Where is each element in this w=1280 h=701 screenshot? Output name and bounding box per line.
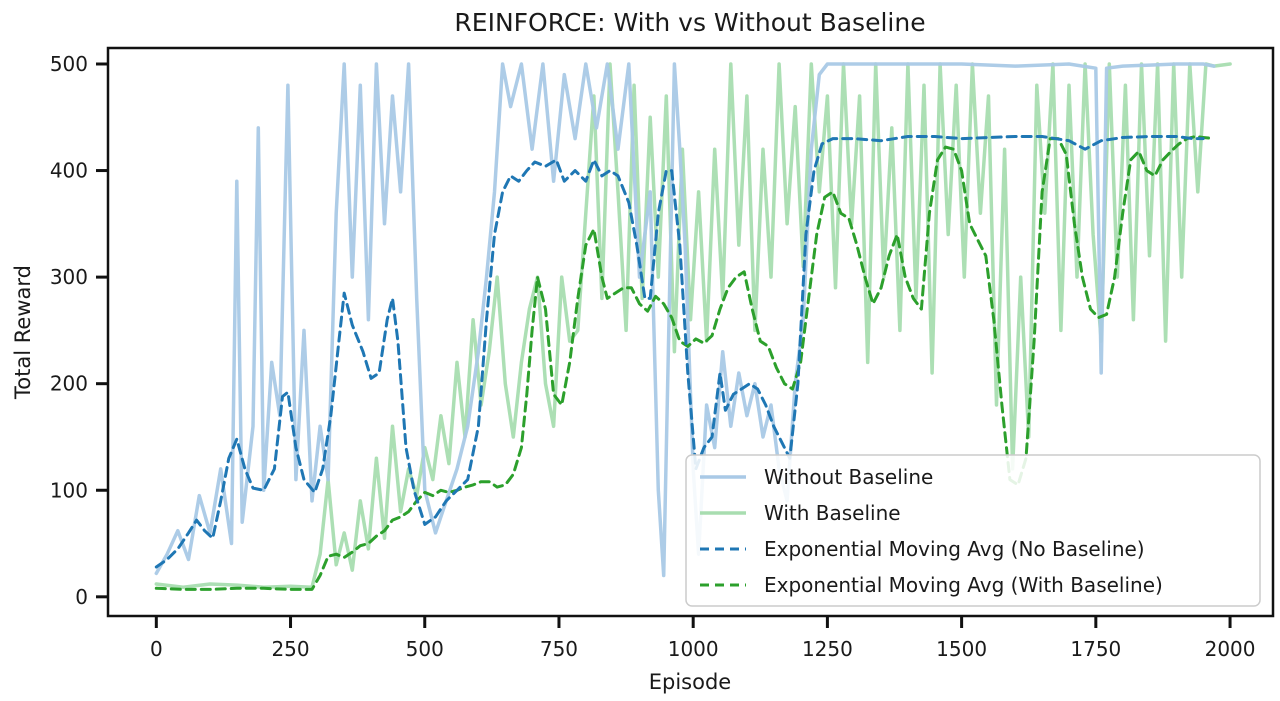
legend-label-2: Exponential Moving Avg (No Baseline) [764,537,1145,561]
legend-label-1: With Baseline [764,501,901,525]
x-tick-label: 250 [271,637,309,661]
y-tick-label: 400 [50,159,88,183]
y-tick-label: 0 [75,585,88,609]
x-tick-label: 2000 [1205,637,1256,661]
chart-title: REINFORCE: With vs Without Baseline [454,8,925,37]
x-tick-label: 0 [150,637,163,661]
plot-frame [106,46,1275,618]
y-tick-label: 300 [50,265,88,289]
y-axis-ticks: 0 100 200 300 400 500 [50,52,108,609]
series-line-2 [154,135,1205,569]
legend-label-0: Without Baseline [764,465,933,489]
x-axis-label: Episode [649,670,731,694]
y-tick-label: 200 [50,372,88,396]
y-tick-label: 500 [50,52,88,76]
x-axis-ticks: 0 250 500 750 1000 1250 1500 1750 2000 [150,616,1256,661]
legend-label-3: Exponential Moving Avg (With Baseline) [764,573,1163,597]
y-tick-label: 100 [50,478,88,502]
series-line-0 [154,62,1216,578]
x-tick-label: 1250 [802,637,853,661]
x-tick-label: 1000 [668,637,719,661]
series-layer [154,62,1232,591]
legend: Without Baseline With Baseline Exponential… [685,454,1261,607]
legend-box [685,454,1261,607]
x-tick-label: 1750 [1070,637,1121,661]
y-axis-label: Total Reward [11,265,35,400]
x-tick-label: 500 [406,637,444,661]
x-tick-label: 1500 [936,637,987,661]
x-tick-label: 750 [540,637,578,661]
